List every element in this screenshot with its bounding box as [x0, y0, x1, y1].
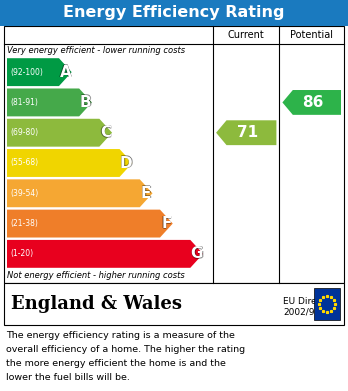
Text: F: F — [161, 216, 172, 231]
Text: (69-80): (69-80) — [10, 128, 38, 137]
Text: (81-91): (81-91) — [10, 98, 38, 107]
Text: the more energy efficient the home is and the: the more energy efficient the home is an… — [6, 359, 226, 368]
Polygon shape — [7, 88, 92, 117]
Text: E: E — [142, 186, 152, 201]
Text: C: C — [100, 125, 111, 140]
Text: G: G — [190, 246, 203, 261]
Text: 2002/91/EC: 2002/91/EC — [283, 307, 335, 316]
Text: F: F — [162, 216, 172, 231]
Text: E: E — [141, 185, 151, 200]
Text: B: B — [80, 95, 92, 110]
Polygon shape — [7, 210, 173, 237]
Text: A: A — [60, 65, 72, 80]
Polygon shape — [7, 58, 72, 86]
Text: D: D — [120, 156, 133, 170]
Text: Not energy efficient - higher running costs: Not energy efficient - higher running co… — [7, 271, 185, 280]
Text: B: B — [80, 95, 91, 110]
Text: B: B — [80, 95, 91, 110]
Text: (21-38): (21-38) — [10, 219, 38, 228]
Bar — [0, 0, 348, 26]
Text: Energy Efficiency Rating: Energy Efficiency Rating — [63, 5, 285, 20]
Text: D: D — [120, 156, 132, 171]
Text: (92-100): (92-100) — [10, 68, 43, 77]
Bar — [314, 288, 340, 320]
Text: E: E — [141, 186, 151, 201]
Text: Potential: Potential — [290, 30, 333, 40]
Text: C: C — [100, 125, 111, 140]
Text: Current: Current — [228, 30, 264, 40]
Text: England & Wales: England & Wales — [11, 295, 182, 313]
Text: B: B — [80, 95, 91, 109]
Polygon shape — [7, 240, 203, 268]
Bar — [4, 283, 344, 325]
Text: The energy efficiency rating is a measure of the: The energy efficiency rating is a measur… — [6, 331, 235, 340]
Text: 86: 86 — [302, 95, 324, 110]
Text: G: G — [190, 246, 203, 261]
Text: D: D — [120, 155, 132, 170]
Text: D: D — [119, 156, 132, 170]
Text: C: C — [100, 126, 111, 141]
Text: 71: 71 — [237, 125, 258, 140]
Text: F: F — [161, 217, 172, 231]
Text: C: C — [101, 125, 112, 140]
Text: A: A — [59, 65, 71, 80]
Text: lower the fuel bills will be.: lower the fuel bills will be. — [6, 373, 130, 382]
Text: D: D — [120, 156, 132, 170]
Text: A: A — [60, 65, 71, 80]
Text: F: F — [161, 216, 171, 231]
Text: (55-68): (55-68) — [10, 158, 38, 167]
Text: (39-54): (39-54) — [10, 189, 38, 198]
Polygon shape — [7, 149, 132, 177]
Text: (1-20): (1-20) — [10, 249, 33, 258]
Text: G: G — [191, 246, 204, 261]
Polygon shape — [7, 119, 112, 147]
Text: E: E — [141, 186, 151, 201]
Bar — [4, 26, 344, 283]
Text: G: G — [190, 247, 203, 262]
Polygon shape — [216, 120, 276, 145]
Text: F: F — [161, 215, 172, 231]
Text: overall efficiency of a home. The higher the rating: overall efficiency of a home. The higher… — [6, 345, 245, 354]
Polygon shape — [7, 179, 152, 207]
Polygon shape — [282, 90, 341, 115]
Text: E: E — [141, 186, 151, 201]
Text: B: B — [79, 95, 91, 110]
Text: C: C — [100, 125, 111, 140]
Text: A: A — [60, 65, 71, 80]
Text: EU Directive: EU Directive — [283, 296, 339, 305]
Text: A: A — [60, 64, 71, 79]
Text: G: G — [190, 246, 203, 261]
Text: Very energy efficient - lower running costs: Very energy efficient - lower running co… — [7, 46, 185, 55]
